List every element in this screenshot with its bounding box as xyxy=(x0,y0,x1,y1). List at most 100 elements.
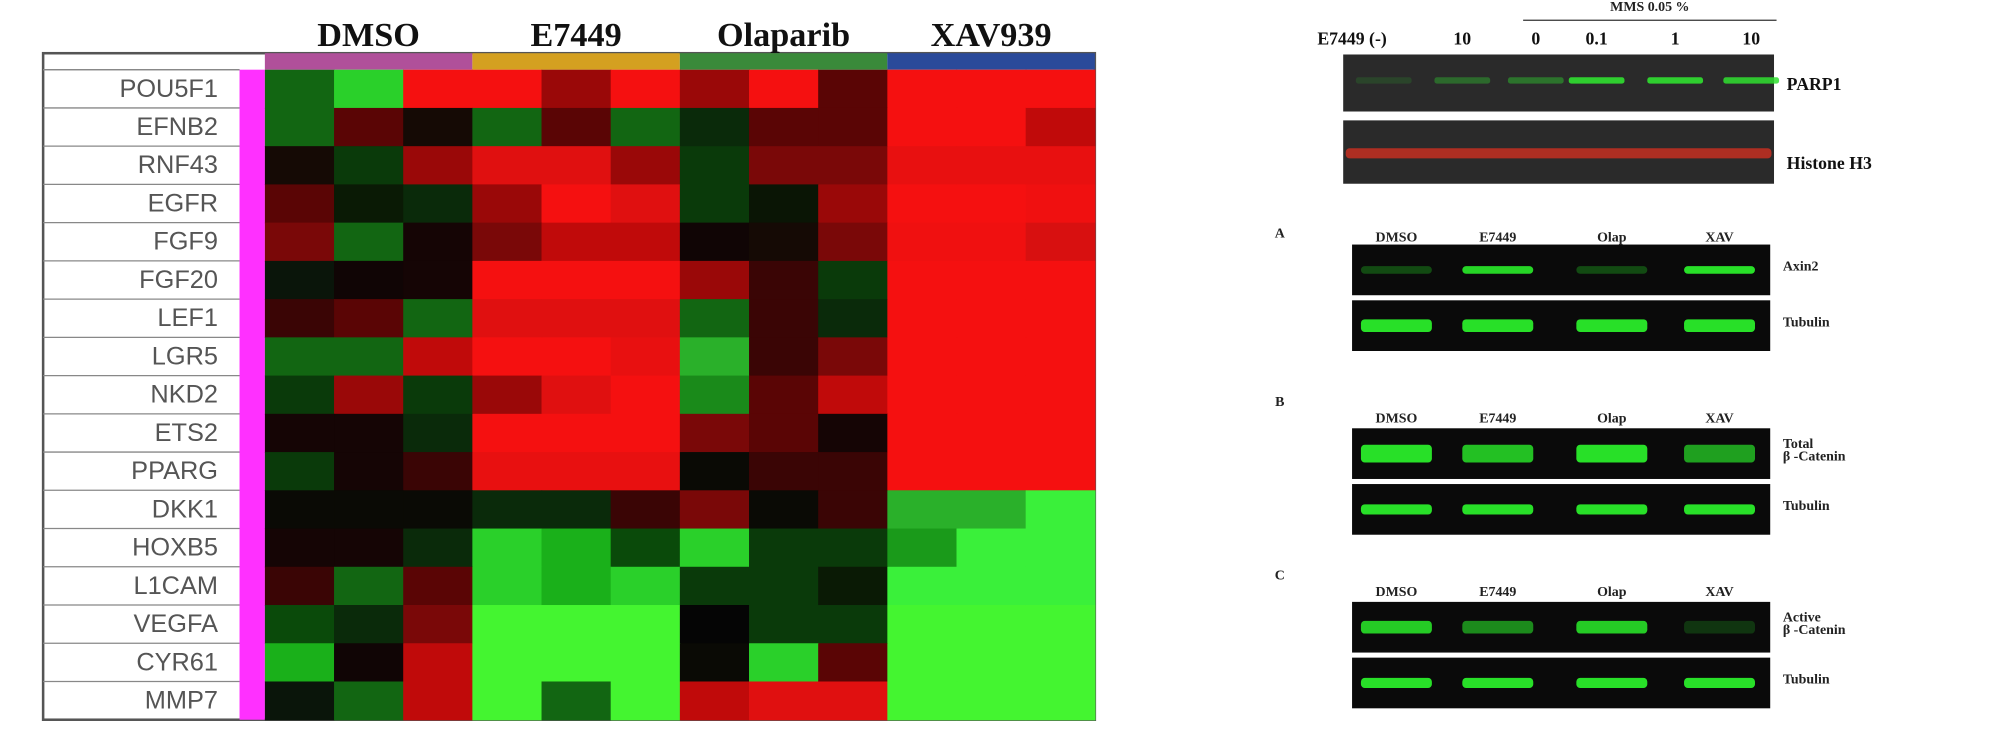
heatmap-cell xyxy=(680,337,750,376)
heatmap-cell xyxy=(334,681,404,720)
gene-label: FGF9 xyxy=(153,228,218,256)
heatmap-cell xyxy=(542,605,612,644)
heatmap-cell xyxy=(403,184,473,223)
heatmap-cell xyxy=(749,108,819,147)
heatmap-cell xyxy=(334,414,404,453)
band xyxy=(1346,148,1772,158)
group-bar xyxy=(887,53,1094,69)
heatmap-cell xyxy=(680,261,750,300)
heatmap-cell xyxy=(542,681,612,720)
heatmap-cell xyxy=(957,146,1027,185)
heatmap-cell xyxy=(334,299,404,338)
heatmap-cell xyxy=(749,337,819,376)
sample-strip xyxy=(240,70,265,720)
heatmap-cell xyxy=(403,452,473,491)
heatmap-cell xyxy=(472,452,542,491)
heatmap-cell xyxy=(542,184,612,223)
heatmap-cell xyxy=(818,108,888,147)
heatmap-cell xyxy=(887,261,957,300)
heatmap-cell xyxy=(1026,605,1096,644)
band xyxy=(1508,77,1564,83)
heatmap-cell xyxy=(472,299,542,338)
lane-label: 0 xyxy=(1531,29,1540,49)
heatmap-cell xyxy=(1026,337,1096,376)
heatmap-cell xyxy=(334,146,404,185)
band xyxy=(1576,678,1647,688)
row-label: Tubulin xyxy=(1783,673,1830,688)
heatmap-cell xyxy=(472,681,542,720)
heatmap-cell xyxy=(887,414,957,453)
heatmap-cell xyxy=(1026,567,1096,606)
heatmap-cell xyxy=(957,414,1027,453)
heatmap-cell xyxy=(887,337,957,376)
group-label: XAV939 xyxy=(931,17,1052,54)
heatmap-cell xyxy=(749,567,819,606)
heatmap-cell xyxy=(680,299,750,338)
row-label: PARP1 xyxy=(1787,74,1842,94)
heatmap-cell xyxy=(818,299,888,338)
heatmap-cell xyxy=(265,681,335,720)
page: {"heatmap":{ "groups":[{"name":"DMSO","c… xyxy=(0,0,1992,740)
heatmap-cell xyxy=(334,529,404,568)
heatmap-cell xyxy=(265,70,335,109)
lane-label: XAV xyxy=(1705,585,1733,600)
row-label: β -Catenin xyxy=(1783,450,1846,465)
heatmap-cell xyxy=(887,184,957,223)
heatmap-cell xyxy=(749,643,819,682)
heatmap-cell xyxy=(887,146,957,185)
mms-label: MMS 0.05 % xyxy=(1610,0,1689,15)
heatmap-cell xyxy=(403,261,473,300)
lane-label: 10 xyxy=(1742,29,1760,49)
heatmap-cell xyxy=(403,643,473,682)
heatmap-cell xyxy=(611,490,681,529)
heatmap-cell xyxy=(472,414,542,453)
panel-letter: A xyxy=(1275,227,1285,242)
heatmap-cell xyxy=(957,299,1027,338)
gene-label: VEGFA xyxy=(134,610,219,638)
row-label: β -Catenin xyxy=(1783,623,1846,638)
gene-label: MMP7 xyxy=(145,687,218,715)
heatmap-cell xyxy=(1026,184,1096,223)
heatmap-cell xyxy=(1026,261,1096,300)
heatmap-cell xyxy=(265,605,335,644)
heatmap-cell xyxy=(818,681,888,720)
heatmap-cell xyxy=(818,452,888,491)
heatmap-cell xyxy=(265,299,335,338)
group-bar xyxy=(472,53,679,69)
heatmap-cell xyxy=(818,529,888,568)
band xyxy=(1684,678,1755,688)
heatmap-cell xyxy=(472,605,542,644)
heatmap-cell xyxy=(334,643,404,682)
lane-label: DMSO xyxy=(1376,585,1418,600)
heatmap-cell xyxy=(542,108,612,147)
gene-label: PPARG xyxy=(131,457,218,485)
heatmap-cell xyxy=(749,261,819,300)
gene-label: DKK1 xyxy=(152,495,218,523)
heatmap-cell xyxy=(542,70,612,109)
heatmap-cell xyxy=(749,376,819,415)
heatmap-cell xyxy=(680,643,750,682)
heatmap-cell xyxy=(957,567,1027,606)
heatmap-cell xyxy=(611,643,681,682)
heatmap-cell xyxy=(1026,70,1096,109)
heatmap-cell xyxy=(957,108,1027,147)
heatmap-cell xyxy=(611,299,681,338)
gene-label: EFNB2 xyxy=(136,113,218,141)
group-label: DMSO xyxy=(317,17,420,54)
row-label: Histone H3 xyxy=(1787,153,1872,173)
heatmap-cell xyxy=(1026,108,1096,147)
heatmap-cell xyxy=(1026,223,1096,262)
heatmap-cell xyxy=(957,529,1027,568)
row-label: Tubulin xyxy=(1783,499,1830,514)
gene-label: EGFR xyxy=(148,189,218,217)
heatmap-cell xyxy=(334,567,404,606)
heatmap-cell xyxy=(1026,452,1096,491)
gene-label: RNF43 xyxy=(138,151,218,179)
heatmap-cell xyxy=(403,337,473,376)
heatmap-cell xyxy=(472,223,542,262)
heatmap-cell xyxy=(334,605,404,644)
heatmap-cell xyxy=(403,681,473,720)
band xyxy=(1434,77,1490,83)
heatmap-cell xyxy=(403,70,473,109)
heatmap-cell xyxy=(887,452,957,491)
